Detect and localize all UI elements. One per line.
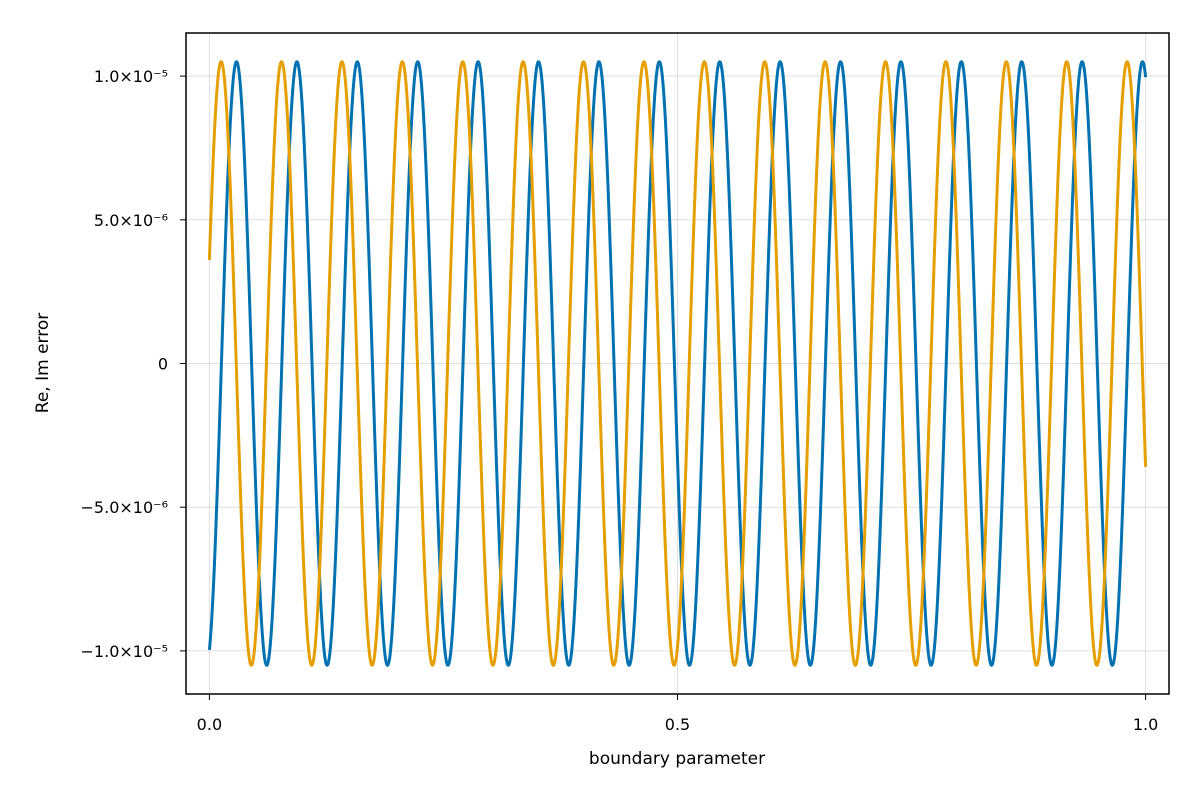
x-tick-label: 1.0: [1133, 715, 1158, 734]
x-tick-label: 0.5: [665, 715, 690, 734]
series-group: [207, 60, 1148, 667]
y-tick-label: 1.0×10⁻⁵: [94, 67, 168, 86]
grid-lines: [186, 33, 1169, 694]
y-tick-label: −1.0×10⁻⁵: [81, 642, 168, 661]
y-tick-label: −5.0×10⁻⁶: [81, 498, 168, 517]
x-axis-label: boundary parameter: [589, 749, 765, 769]
series-line-1: [207, 60, 1148, 667]
y-axis-label: Re, Im error: [33, 313, 53, 413]
y-tick-label: 0: [158, 355, 168, 374]
y-tick-label: 5.0×10⁻⁶: [94, 211, 168, 230]
series-line-2: [207, 60, 1148, 667]
axis-ticks: 0.0 0.5 1.0 −1.0×10⁻⁵ −5.0×10⁻⁶ 0 5.0×10⁻⁶ 1.0×…: [81, 67, 1159, 734]
x-tick-label: 0.0: [197, 715, 222, 734]
